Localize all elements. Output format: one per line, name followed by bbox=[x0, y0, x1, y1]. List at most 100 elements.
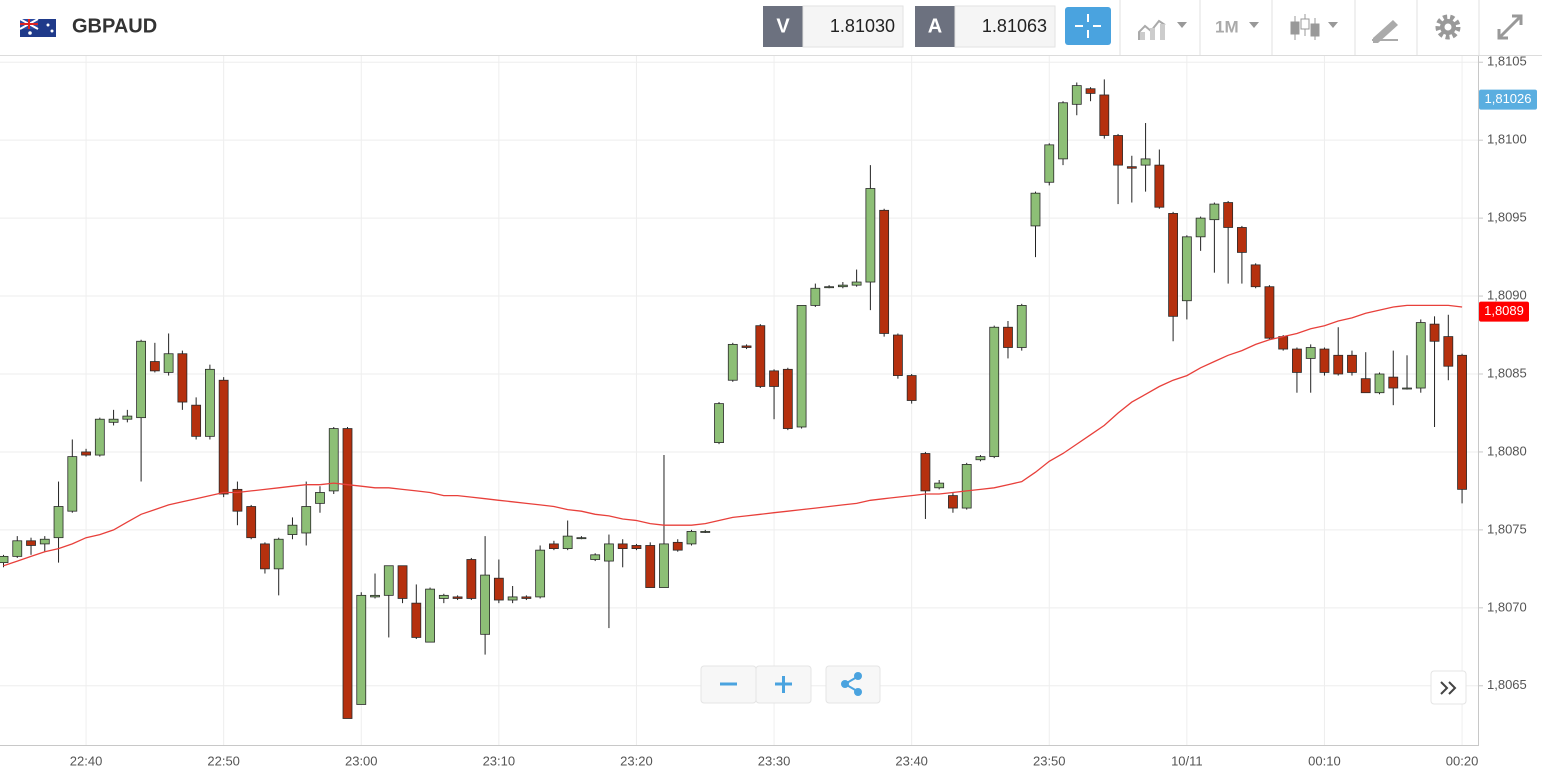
candle-body bbox=[1347, 354, 1357, 373]
candle-body bbox=[301, 506, 312, 534]
candle-body bbox=[1319, 348, 1330, 373]
candle-body bbox=[672, 541, 683, 551]
candle-body bbox=[824, 286, 834, 289]
ma-value-tag-label: 1,8089 bbox=[1484, 303, 1524, 318]
candle-body bbox=[700, 531, 711, 533]
candle-body bbox=[163, 353, 174, 373]
candle-body bbox=[1443, 336, 1454, 367]
candle-body bbox=[865, 188, 876, 283]
candle-body bbox=[1360, 378, 1371, 394]
bid-button[interactable] bbox=[763, 6, 803, 47]
crosshair-button[interactable] bbox=[1065, 7, 1111, 45]
candle-body bbox=[466, 559, 477, 599]
candle-body bbox=[1085, 88, 1096, 94]
ma-value-tag-box bbox=[1479, 301, 1529, 322]
candle-body bbox=[1250, 264, 1261, 288]
candle-body bbox=[686, 531, 697, 545]
y-tick-label: 1,8075 bbox=[1487, 521, 1527, 536]
y-tick-label: 1,8085 bbox=[1487, 365, 1527, 380]
candle-body bbox=[232, 488, 243, 512]
share-button[interactable] bbox=[825, 665, 881, 704]
candle-body bbox=[39, 538, 50, 545]
candle-body bbox=[810, 287, 821, 306]
settings-button[interactable] bbox=[1435, 14, 1461, 40]
ask-label: A bbox=[928, 15, 942, 37]
x-tick-label: 23:30 bbox=[758, 753, 791, 768]
expand-button[interactable] bbox=[1497, 14, 1523, 40]
ask-button[interactable] bbox=[915, 6, 955, 47]
x-tick-label: 23:10 bbox=[483, 753, 516, 768]
candle-body bbox=[769, 370, 779, 387]
candle-body bbox=[1292, 348, 1302, 373]
candle-body bbox=[1016, 305, 1027, 348]
candle-body bbox=[411, 602, 422, 638]
candle-body bbox=[535, 549, 546, 598]
flag bbox=[19, 18, 56, 37]
candle-body bbox=[920, 453, 931, 492]
candle-body bbox=[562, 535, 573, 549]
candle-body bbox=[1223, 202, 1234, 228]
candle-body bbox=[796, 305, 807, 428]
candle-body bbox=[1374, 373, 1385, 394]
x-tick-label: 23:20 bbox=[620, 753, 653, 768]
candle-body bbox=[177, 353, 188, 403]
candle-body bbox=[755, 325, 766, 387]
x-tick-label: 22:50 bbox=[207, 753, 240, 768]
timeframe: 1M bbox=[1215, 17, 1239, 36]
y-tick-label: 1,8100 bbox=[1487, 132, 1527, 147]
timeframe-button[interactable]: 1M bbox=[1215, 17, 1259, 36]
candle-body bbox=[851, 281, 862, 286]
x-tick-label: 23:40 bbox=[895, 753, 928, 768]
candle-body bbox=[122, 415, 133, 420]
symbol: GBPAUD bbox=[72, 15, 157, 37]
candle-body bbox=[934, 482, 945, 489]
candle-body bbox=[1168, 213, 1178, 317]
candle-body bbox=[328, 428, 339, 492]
x-tick-label: 23:00 bbox=[345, 753, 378, 768]
candle-body bbox=[1154, 164, 1165, 208]
candle-body bbox=[1209, 203, 1220, 221]
candle-body bbox=[191, 404, 202, 437]
candle-body bbox=[370, 594, 380, 598]
chart-type-button[interactable] bbox=[1138, 19, 1187, 40]
candle-body bbox=[12, 540, 23, 557]
candle-body bbox=[1126, 166, 1137, 169]
candle-style-button[interactable] bbox=[1290, 14, 1338, 40]
candle-body bbox=[342, 428, 353, 719]
candle-body bbox=[1264, 286, 1275, 339]
candle-body bbox=[879, 209, 890, 334]
last-price-tag-label: 1,81026 bbox=[1485, 91, 1532, 106]
zoom-in-button[interactable] bbox=[755, 665, 812, 704]
candle-body bbox=[81, 451, 91, 456]
candle-body bbox=[948, 495, 958, 509]
candle-body bbox=[1237, 227, 1247, 253]
candle-body bbox=[1415, 322, 1426, 389]
y-tick-label: 1,8080 bbox=[1487, 443, 1527, 458]
candle-body bbox=[1181, 236, 1192, 302]
candle-body bbox=[397, 565, 408, 599]
candle-body bbox=[645, 545, 656, 588]
x-tick-label: 22:40 bbox=[70, 753, 103, 768]
candle-body bbox=[1278, 336, 1289, 350]
candle-body bbox=[1058, 102, 1068, 160]
candle-body bbox=[260, 543, 270, 570]
candle-body bbox=[246, 506, 257, 539]
candle-body bbox=[714, 403, 724, 443]
candle-body bbox=[837, 284, 848, 288]
scroll-end-button[interactable] bbox=[1430, 670, 1467, 705]
candle-body bbox=[67, 456, 78, 512]
candle-body bbox=[1003, 326, 1013, 348]
candle-body bbox=[590, 554, 601, 560]
draw-tool-button[interactable] bbox=[1372, 20, 1398, 43]
zoom-out-button[interactable] bbox=[700, 665, 757, 704]
candle-body bbox=[136, 340, 147, 419]
x-tick-label: 00:20 bbox=[1446, 753, 1479, 768]
candle-body bbox=[218, 379, 229, 495]
candle-body bbox=[604, 543, 614, 562]
candle-body bbox=[0, 555, 9, 564]
candle-body bbox=[576, 537, 587, 540]
candle-body bbox=[975, 456, 986, 461]
candle-body bbox=[1140, 158, 1151, 166]
